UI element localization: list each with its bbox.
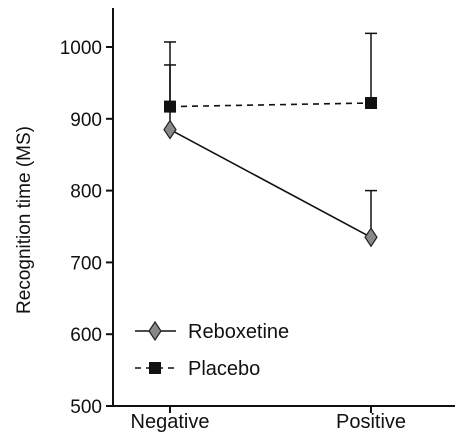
legend-label: Reboxetine [188, 321, 289, 343]
y-tick-label: 800 [70, 182, 102, 203]
legend: Reboxetine Placebo [135, 320, 289, 380]
marker-placebo [365, 97, 377, 110]
y-tick-label: 600 [70, 325, 102, 346]
x-tick-label: Positive [336, 411, 406, 433]
y-tick-label: 900 [70, 110, 102, 131]
y-tick-label: 700 [70, 253, 102, 274]
legend-marker [149, 362, 161, 374]
y-axis-title: Recognition time (MS) [14, 126, 35, 314]
axes: 500 600 700 800 900 1000 Negative Positive [60, 8, 455, 433]
legend-marker [148, 320, 162, 342]
y-tick-label: 1000 [60, 38, 102, 59]
marker-reboxetine [364, 227, 378, 248]
series-line-placebo [169, 102, 372, 108]
y-tick-label: 500 [70, 397, 102, 418]
marker-placebo [164, 100, 176, 113]
marker-reboxetine [163, 119, 177, 140]
series-line-reboxetine [169, 128, 372, 238]
x-tick-label: Negative [131, 411, 210, 433]
legend-item-reboxetine: Reboxetine [135, 320, 289, 343]
series-lines [169, 102, 372, 238]
legend-item-placebo: Placebo [135, 358, 260, 380]
data-markers [163, 97, 378, 248]
error-bars [164, 32, 377, 238]
legend-label: Placebo [188, 358, 260, 380]
